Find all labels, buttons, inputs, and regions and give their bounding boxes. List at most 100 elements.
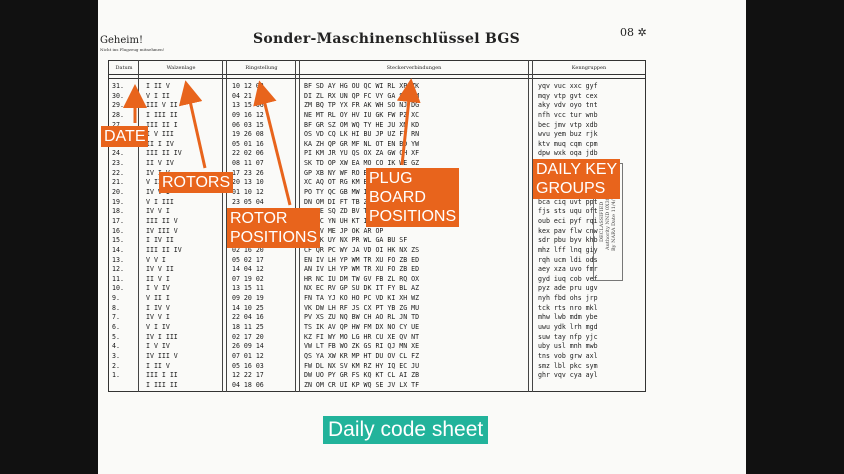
row-rings: 05 02 17 xyxy=(232,255,264,264)
row-keys: rqh ucm ldi ods xyxy=(538,255,598,264)
row-plugs: OS VD CQ LK HI BU JP UZ FT RN xyxy=(304,130,420,139)
row-rings: 09 20 19 xyxy=(232,294,264,303)
row-plugs: EN IV LH YP WM TR XU FO ZB ED xyxy=(304,255,420,264)
row-date: 28. xyxy=(112,110,124,119)
handling-note: Nicht ins Flugzeug mitnehmen! xyxy=(100,47,165,52)
row-rings: 23 05 04 xyxy=(232,197,264,206)
row-rotors: V II I xyxy=(146,294,170,303)
row-rotors: I II V xyxy=(146,82,170,90)
table-row: 6. V I IV 18 11 25 TS IK AV QP HW FM DX NO … xyxy=(108,323,644,333)
row-rings: 18 11 25 xyxy=(232,323,264,332)
row-keys: ktv muq cqm cpm xyxy=(538,139,598,148)
col-divider xyxy=(528,60,529,392)
row-keys: uwu ydk lrh mgd xyxy=(538,323,598,332)
row-plugs: XP FE SQ ZD BV TM KI xyxy=(304,207,384,216)
code-table-body: 31. I II V 10 12 02 BF SD AY HG OU QC WI RL… xyxy=(108,82,644,391)
col-divider xyxy=(222,60,223,392)
row-keys: suw tay nfp yjc xyxy=(538,332,598,341)
row-rotors: I II V xyxy=(146,361,170,370)
row-date: 24. xyxy=(112,149,124,158)
row-date: 18. xyxy=(112,207,124,216)
row-date: 23. xyxy=(112,159,124,168)
row-date: 8. xyxy=(112,303,120,312)
row-date: 15. xyxy=(112,236,124,245)
row-keys: bca ciq uvt ppt xyxy=(538,197,598,206)
table-row: 12. IV V II 14 04 12 AN IV LH YP WM TR XU F… xyxy=(108,265,644,275)
table-row: 27. III II I 06 03 15 BF GR SZ OM WQ TY HE … xyxy=(108,121,644,131)
table-row: 24. III II IV 22 02 06 PI KM JR YU QS OX ZA… xyxy=(108,149,644,159)
row-rotors: I III II xyxy=(146,110,178,119)
row-plugs: FN TA YJ KO HO PC VD KI XH WZ xyxy=(304,294,420,303)
stamp-line: By NARA Date 11/4/74 xyxy=(611,193,617,251)
row-rings: 02 16 20 xyxy=(232,245,264,254)
row-date: 7. xyxy=(112,313,120,322)
key-groups-annotation: DAILY KEY GROUPS xyxy=(533,159,621,199)
table-row: 1. III I II 12 22 17 DW UO PY GR FS KQ KT C… xyxy=(108,371,644,381)
table-row: 19. V I III 23 05 04 DN OM DI FT TB ZL XQ bc… xyxy=(108,198,644,208)
table-row: 14. III II IV 02 16 20 CF QR PC WY JA VD OI… xyxy=(108,246,644,256)
row-date: 2. xyxy=(112,361,120,370)
row-plugs: HR NC IU DM TW GV FB ZL RQ OX xyxy=(304,274,420,283)
table-row: 29. III V II 13 15 06 ZM BQ TP YX FR AK WH … xyxy=(108,101,644,111)
row-date: 6. xyxy=(112,323,120,332)
header-divider xyxy=(108,74,646,75)
row-plugs: ZN OM CR UI KP WQ SE JV LX TF xyxy=(304,380,420,389)
row-plugs: QS YA XW KR MP HT DU OV CL FZ xyxy=(304,351,420,360)
row-plugs: PV XS ZU NQ BW CH AO RL JN TD xyxy=(304,313,420,322)
row-plugs: NE MT RL OY HV IU GK FW PZ XC xyxy=(304,110,420,119)
row-rings: 17 23 26 xyxy=(232,168,264,177)
row-rotors: IV I V xyxy=(146,168,170,177)
row-keys: pyz ade pru ugv xyxy=(538,284,598,293)
table-row: 3. IV III V 07 01 12 QS YA XW KR MP HT DU O… xyxy=(108,352,644,362)
row-plugs: GP XB NY WF RO BA ZK QR LT xyxy=(304,168,408,177)
row-keys: wvu yem buz rjk xyxy=(538,130,598,139)
row-date: 3. xyxy=(112,351,120,360)
row-rings: 05 01 16 xyxy=(232,139,264,148)
row-rings: 06 03 15 xyxy=(232,120,264,129)
row-rings: 13 15 06 xyxy=(232,101,264,110)
row-rotors: IV V I xyxy=(146,313,170,322)
row-plugs: BF SD AY HG OU QC WI RL XP ZK xyxy=(304,82,420,90)
col-divider xyxy=(138,60,139,392)
row-plugs: XC AQ OT RG KM BL NS JW xyxy=(304,178,396,187)
table-row: 2. I II V 05 16 03 FW DL NX SV KM RZ HY IQ … xyxy=(108,362,644,372)
row-rings: 14 10 25 xyxy=(232,303,264,312)
row-date: 13. xyxy=(112,255,124,264)
row-rotors: III V II xyxy=(146,101,178,110)
row-plugs: CK AV ME JP OK AR OP xyxy=(304,226,384,235)
row-rotors: I IV V xyxy=(146,303,170,312)
table-row: 8. I IV V 14 10 25 VK DW LH RF JS CX PT YB … xyxy=(108,304,644,314)
row-rotors: III II I xyxy=(146,120,178,129)
row-plugs: PO TY QC GB MW IK GJ PV xyxy=(304,188,396,197)
row-rotors: IV III V xyxy=(146,226,178,235)
row-plugs: VW LT FB WO ZK GS RI QJ MN XE xyxy=(304,342,420,351)
row-date: 1. xyxy=(112,371,120,380)
table-row: 13. V V I 05 02 17 EN IV LH YP WM TR XU FO … xyxy=(108,256,644,266)
table-row: 16.IV III V18 05 15CK AV ME JP OK AR OPk… xyxy=(108,227,644,237)
row-keys: ghr vqv cya ayl xyxy=(538,371,598,380)
row-plugs: PI KM JR YU QS OX ZA GW CH XF xyxy=(304,149,420,158)
row-date: 31. xyxy=(112,82,124,90)
row-date: 21. xyxy=(112,178,124,187)
row-date: 27. xyxy=(112,120,124,129)
row-date: 4. xyxy=(112,342,120,351)
row-rings: 04 21 01 xyxy=(232,91,264,100)
row-plugs: VK DW LH RF JS CX PT YB ZG MU xyxy=(304,303,420,312)
row-rings: 10 12 02 xyxy=(232,82,264,90)
row-rotors: I V IV xyxy=(146,342,170,351)
row-rotors: II I IV xyxy=(146,139,174,148)
header-divider-2 xyxy=(108,78,646,79)
col-divider xyxy=(532,60,533,392)
row-rings: 12 22 17 xyxy=(232,371,264,380)
table-row: 9. V II I 09 20 19 FN TA YJ KO HO PC VD KI … xyxy=(108,294,644,304)
col-header-date: Datum xyxy=(115,65,133,71)
row-rotors: IV III V xyxy=(146,351,178,360)
row-keys: smz lbl pkc sym xyxy=(538,361,598,370)
row-rotors: V V I xyxy=(146,255,166,264)
row-plugs: NX EC RV GP SU DK IT FY BL AZ xyxy=(304,284,420,293)
col-divider xyxy=(226,60,227,392)
row-rings: 07 01 12 xyxy=(232,351,264,360)
row-date: 19. xyxy=(112,197,124,206)
